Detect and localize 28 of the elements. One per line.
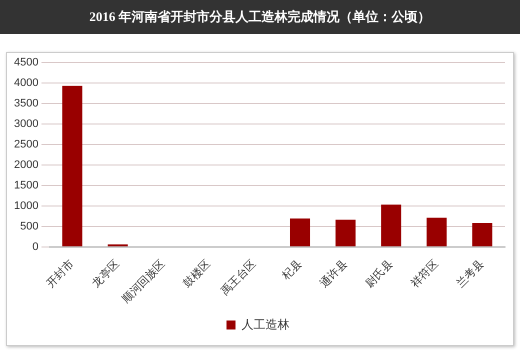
y-tick-label: 1000 bbox=[14, 200, 38, 212]
y-tick-label: 4000 bbox=[14, 77, 38, 90]
chart-title: 2016 年河南省开封市分县人工造林完成情况（单位：公顷） bbox=[0, 0, 520, 34]
x-tick-label: 尉氏县 bbox=[362, 257, 396, 290]
y-tick-label: 0 bbox=[32, 240, 38, 253]
x-tick-label: 开封市 bbox=[44, 257, 76, 290]
x-tick-label: 祥符区 bbox=[408, 257, 441, 290]
x-tick-label: 鼓楼区 bbox=[180, 257, 214, 290]
bar bbox=[472, 223, 492, 246]
y-tick-label: 3000 bbox=[14, 118, 38, 130]
x-tick-label: 杞县 bbox=[278, 257, 304, 283]
bar bbox=[62, 86, 82, 246]
y-tick-label: 2000 bbox=[14, 158, 38, 171]
y-tick-label: 500 bbox=[20, 220, 38, 232]
x-tick-label: 顺河回族区 bbox=[119, 257, 168, 306]
y-tick-label: 3500 bbox=[14, 98, 38, 110]
y-tick-label: 2500 bbox=[14, 138, 38, 150]
y-tick-label: 1500 bbox=[14, 179, 38, 192]
bar bbox=[336, 220, 356, 246]
y-tick-label: 4500 bbox=[14, 56, 38, 69]
bar bbox=[426, 218, 447, 246]
x-tick-label: 禹王台区 bbox=[218, 257, 259, 298]
x-tick-label: 龙亭区 bbox=[89, 257, 122, 290]
x-tick-label: 兰考县 bbox=[454, 257, 486, 290]
legend-label: 人工造林 bbox=[242, 317, 290, 332]
x-tick-label: 通许县 bbox=[317, 257, 350, 290]
bar bbox=[290, 218, 310, 246]
bar bbox=[381, 204, 402, 246]
